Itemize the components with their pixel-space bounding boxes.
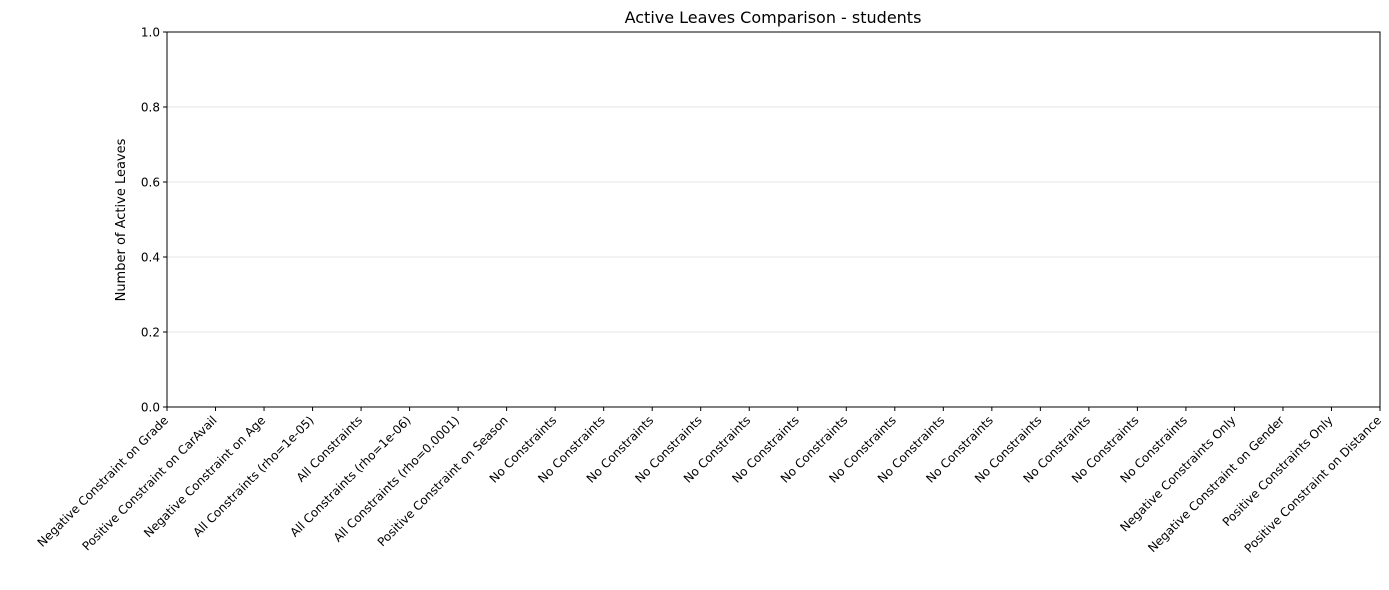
y-tick-label: 0.8	[141, 101, 160, 115]
y-tick-label: 0.6	[141, 176, 160, 190]
y-axis-ticks: 0.0 0.2 0.4 0.6 0.8 1.0	[141, 26, 167, 415]
gridlines	[167, 106, 1380, 333]
y-tick-label: 0.0	[141, 401, 160, 415]
chart-title: Active Leaves Comparison - students	[625, 8, 922, 27]
plot-area	[166, 31, 1381, 408]
y-axis-label: Number of Active Leaves	[114, 138, 129, 301]
y-tick-label: 0.2	[141, 326, 160, 340]
y-tick-label: 0.4	[141, 251, 160, 265]
y-tick-label: 1.0	[141, 26, 160, 40]
